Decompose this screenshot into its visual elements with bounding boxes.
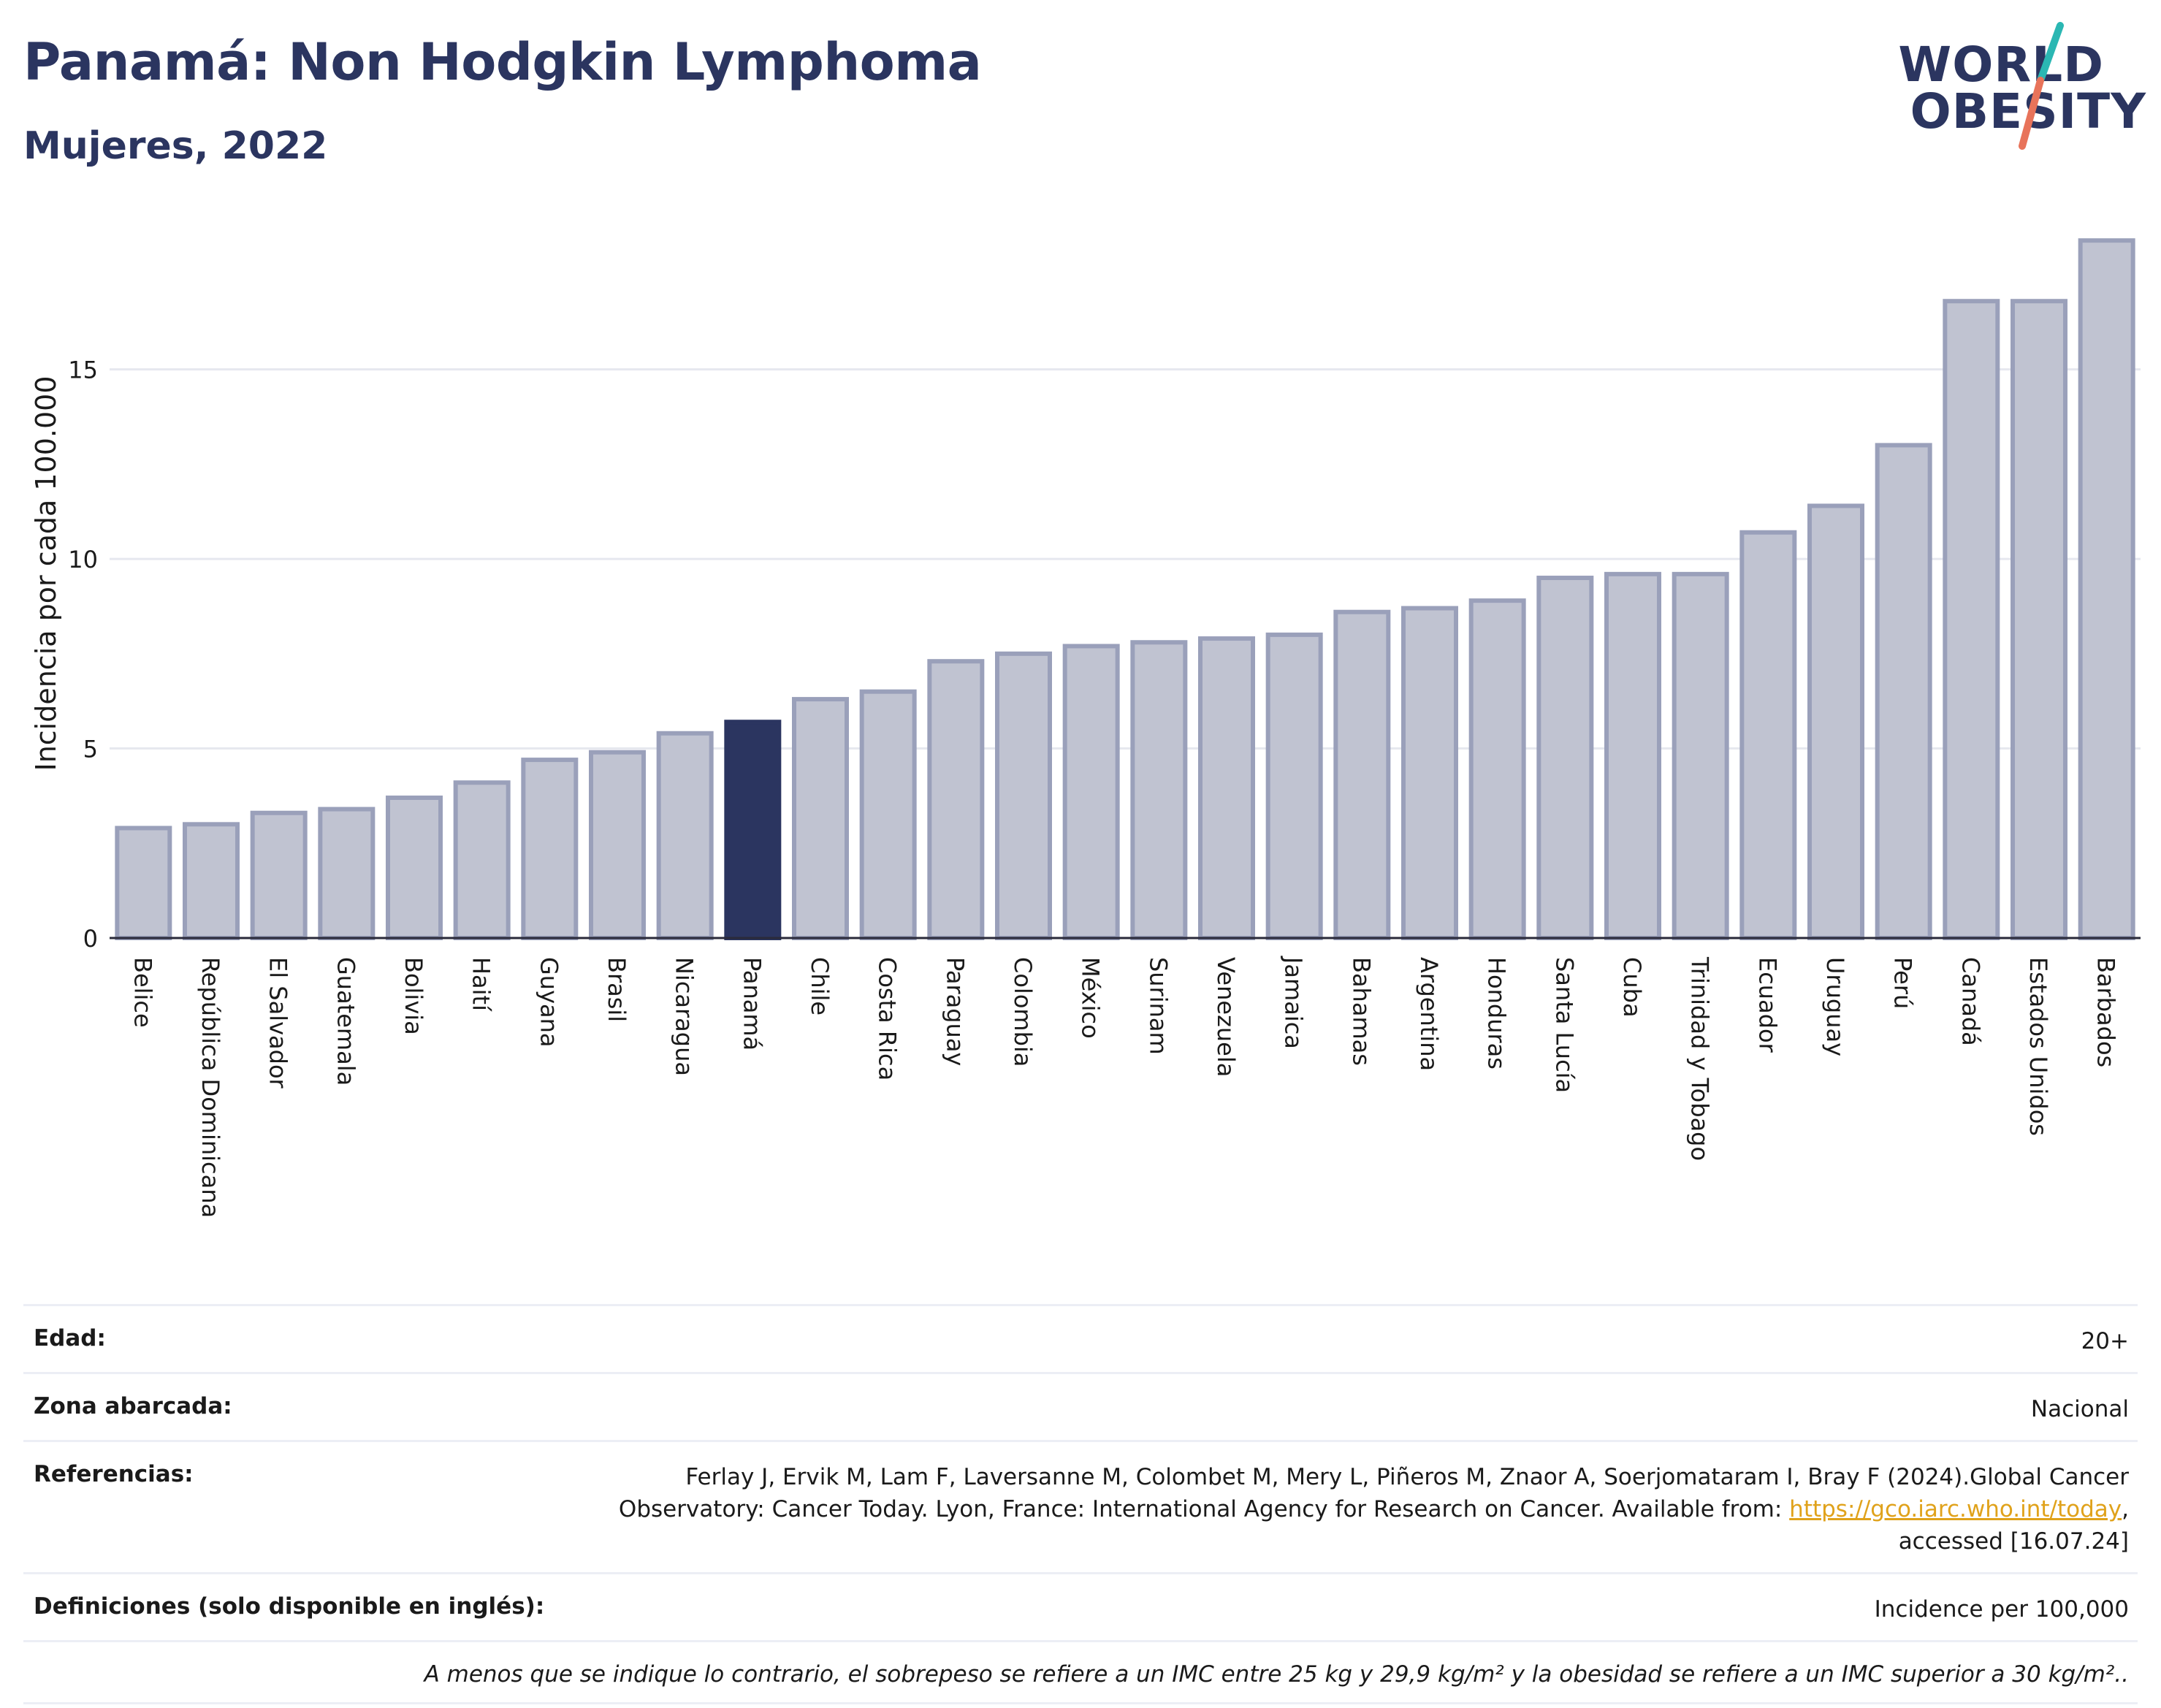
bar-ecuador[interactable] [1739,530,1797,940]
bar-costa-rica[interactable] [859,689,917,940]
bar-bahamas[interactable] [1333,609,1391,940]
bar-uruguay[interactable] [1807,503,1864,940]
bar-panamá[interactable] [724,720,782,940]
y-tick-label: 0 [83,925,98,953]
bar-santa-lucía[interactable] [1536,576,1594,940]
bar-venezuela[interactable] [1198,636,1255,941]
area-value: Nacional [2030,1396,2129,1423]
x-tick-label: Colombia [1009,957,1037,1067]
definitions-label: Definiciones (solo disponible en inglés)… [34,1593,545,1620]
x-tick-label: Venezuela [1212,957,1240,1077]
references-text-2: Observatory: Cancer Today. Lyon, France:… [618,1496,1790,1523]
definitions-value: Incidence per 100,000 [1874,1596,2129,1623]
x-tick-labels: Belice República Dominicana El Salvador Gua… [129,956,2119,1218]
x-tick-label: Bahamas [1347,957,1375,1066]
bar-perú[interactable] [1875,443,1932,940]
bar-chart: 0 5 10 15 Belice República Dominicana El Salv… [30,238,2141,1218]
bar-colombia[interactable] [995,651,1052,940]
bar-el-salvador[interactable] [250,810,308,940]
bar-guatemala[interactable] [318,807,376,941]
x-tick-label: Belice [129,957,156,1028]
references-link[interactable]: https://gco.iarc.who.int/today [1789,1496,2122,1523]
age-label: Edad: [34,1325,106,1351]
bar-estados-unidos[interactable] [2011,299,2067,941]
x-tick-label: Estados Unidos [2024,957,2052,1136]
bar-honduras[interactable] [1468,598,1526,940]
references-text-3: , [2122,1496,2129,1523]
x-tick-label: Barbados [2092,957,2120,1067]
page-title: Panamá: Non Hodgkin Lymphoma [23,32,982,92]
references-value: Ferlay J, Ervik M, Lam F, Laversanne M, … [619,1461,2129,1558]
obesity-definition-note: A menos que se indique lo contrario, el … [23,1640,2138,1705]
bar-paraguay[interactable] [927,659,985,941]
bar-méxico[interactable] [1062,644,1120,940]
x-tick-label: Brasil [603,957,630,1022]
bar-barbados[interactable] [2078,238,2135,940]
world-obesity-logo: WORLD OBESITY [1898,22,2146,153]
x-tick-label: Panamá [738,957,766,1051]
page-subtitle: Mujeres, 2022 [23,124,328,168]
logo-slash-icon [2019,22,2064,150]
x-tick-label: Uruguay [1821,957,1849,1056]
x-tick-label: Cuba [1618,957,1646,1018]
references-text-4: accessed [16.07.24] [1898,1528,2129,1555]
info-row-definitions: Definiciones (solo disponible en inglés)… [23,1572,2138,1640]
bar-nicaragua[interactable] [656,731,714,941]
bar-surinam[interactable] [1130,640,1188,940]
references-text-1: Ferlay J, Ervik M, Lam F, Laversanne M, … [685,1464,2129,1491]
x-tick-label: Argentina [1415,957,1443,1071]
bar-haití[interactable] [453,780,511,941]
bar-república-dominicana[interactable] [183,822,240,941]
x-tick-label: Surinam [1144,957,1172,1055]
bar-bolivia[interactable] [386,796,443,940]
x-tick-label: Haití [468,957,495,1012]
x-tick-label: México [1077,957,1105,1039]
x-tick-label: Paraguay [941,957,969,1066]
logo-word-world: WORLD [1898,37,2104,93]
bar-belice[interactable] [115,826,172,941]
x-tick-label: Bolivia [400,957,427,1035]
bar-brasil[interactable] [589,750,646,940]
grid-lines [110,368,2141,750]
x-tick-label: República Dominicana [197,957,224,1218]
y-tick-label: 10 [68,546,98,573]
bar-jamaica[interactable] [1265,632,1323,940]
bars [115,238,2135,941]
bar-cuba[interactable] [1604,571,1661,940]
y-tick-label: 15 [68,357,98,384]
area-label: Zona abarcada: [34,1393,232,1420]
x-tick-label: Santa Lucía [1550,957,1578,1093]
x-tick-label: Perú [1889,957,1917,1009]
x-tick-label: Canadá [1956,957,1984,1046]
x-tick-label: Costa Rica [874,957,902,1080]
bar-guyana[interactable] [521,758,579,941]
x-tick-label: Jamaica [1280,956,1308,1049]
x-tick-label: Honduras [1483,957,1511,1070]
references-label: Referencias: [34,1461,194,1488]
x-tick-label: Ecuador [1753,957,1781,1053]
info-table: Edad: 20+ Zona abarcada: Nacional Refere… [23,1304,2138,1705]
axes: 0 5 10 15 [68,357,2141,953]
y-axis-label: Incidencia por cada 100.000 [30,375,62,771]
bar-trinidad-y-tobago[interactable] [1672,571,1729,940]
info-row-age: Edad: 20+ [23,1304,2138,1372]
x-tick-label: Trinidad y Tobago [1686,956,1714,1161]
bar-argentina[interactable] [1401,606,1458,940]
info-row-area: Zona abarcada: Nacional [23,1372,2138,1440]
info-row-references: Referencias: Ferlay J, Ervik M, Lam F, L… [23,1440,2138,1572]
x-tick-label: Nicaragua [671,957,698,1076]
x-tick-label: El Salvador [264,957,292,1089]
bar-chile[interactable] [792,697,849,940]
x-tick-label: Chile [806,957,834,1015]
bar-canadá[interactable] [1943,299,2000,941]
y-tick-label: 5 [83,736,98,763]
age-value: 20+ [2081,1328,2129,1354]
x-tick-label: Guatemala [332,957,359,1086]
x-tick-label: Guyana [535,957,563,1048]
